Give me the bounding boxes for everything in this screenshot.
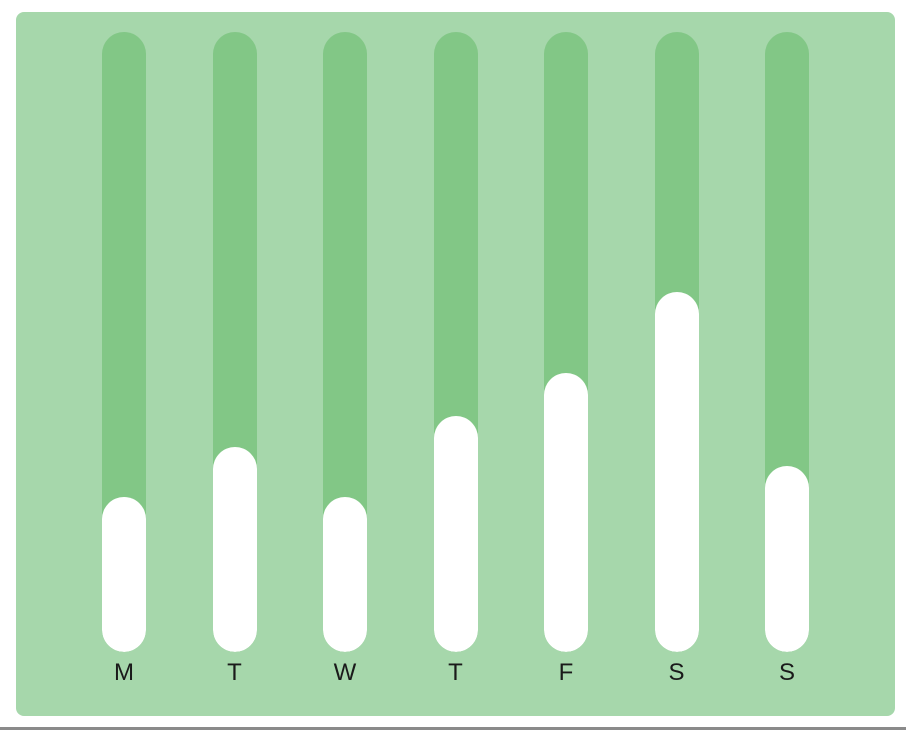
bar-track <box>102 32 146 652</box>
x-tick-label: M <box>114 659 134 686</box>
x-tick-label: W <box>333 659 357 686</box>
bar <box>654 292 699 652</box>
x-tick-label: T <box>448 659 463 686</box>
x-tick-label: T <box>227 659 242 686</box>
bar-track <box>544 32 588 652</box>
divider <box>0 727 906 730</box>
bar-track <box>654 32 699 652</box>
bar <box>212 447 257 652</box>
x-tick-label: S <box>668 659 685 686</box>
bar <box>433 416 478 652</box>
bar-track <box>765 32 809 652</box>
bar-track <box>323 32 367 652</box>
bar <box>544 373 588 652</box>
bar-track <box>212 32 257 652</box>
x-tick-label: S <box>778 659 795 686</box>
bar <box>765 466 809 652</box>
bar-track <box>433 32 478 652</box>
bar <box>323 497 367 652</box>
x-tick-label: F <box>558 659 574 686</box>
bar <box>102 497 146 652</box>
